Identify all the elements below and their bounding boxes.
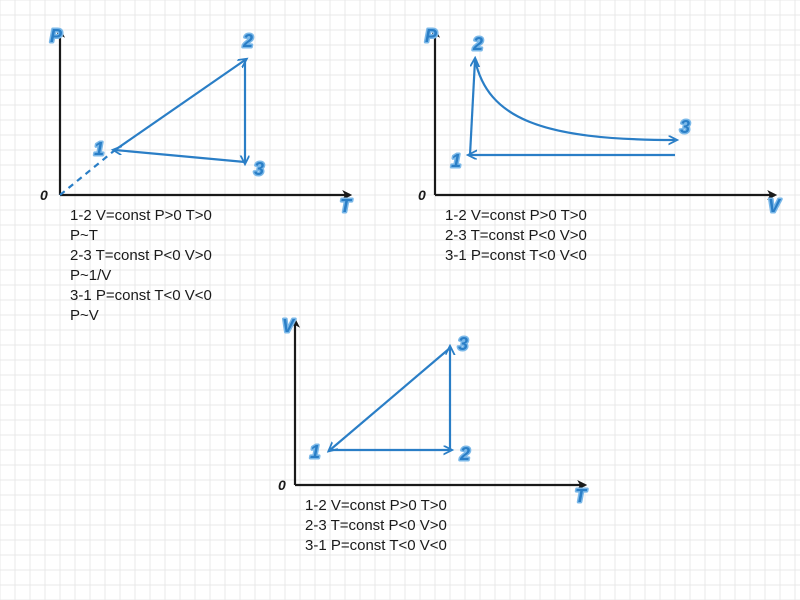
point-label-1: 1 — [310, 442, 320, 462]
equation-line: P~V — [70, 307, 99, 324]
equation-line: 1-2 V=const P>0 T>0 — [70, 207, 212, 224]
equation-line: 3-1 P=const T<0 V<0 — [305, 537, 447, 554]
equation-line: 1-2 V=const P>0 T>0 — [305, 497, 447, 514]
equation-line: P~1/V — [70, 267, 111, 284]
equation-line: 1-2 V=const P>0 T>0 — [445, 207, 587, 224]
point-label-2: 2 — [459, 444, 470, 464]
point-label-1: 1 — [451, 151, 461, 171]
y-axis-label: P — [50, 26, 63, 46]
origin-label: 0 — [278, 477, 286, 493]
diagram-canvas: PPTT01122331-2 V=const P>0 T>0P~T2-3 T=c… — [0, 0, 800, 600]
point-label-3: 3 — [254, 159, 264, 179]
equation-line: 2-3 T=const P<0 V>0 — [305, 517, 447, 534]
point-label-2: 2 — [242, 31, 253, 51]
point-label-3: 3 — [680, 117, 690, 137]
equation-line: 2-3 T=const P<0 V>0 — [70, 247, 212, 264]
origin-label: 0 — [418, 187, 426, 203]
y-axis-label: V — [282, 316, 296, 336]
equation-line: P~T — [70, 227, 98, 244]
x-axis-label: V — [768, 196, 782, 216]
point-label-2: 2 — [472, 34, 483, 54]
equation-line: 3-1 P=const T<0 V<0 — [70, 287, 212, 304]
point-label-1: 1 — [94, 139, 104, 159]
equation-line: 2-3 T=const P<0 V>0 — [445, 227, 587, 244]
origin-label: 0 — [40, 187, 48, 203]
y-axis-label: P — [425, 26, 438, 46]
equation-line: 3-1 P=const T<0 V<0 — [445, 247, 587, 264]
point-label-3: 3 — [458, 334, 468, 354]
